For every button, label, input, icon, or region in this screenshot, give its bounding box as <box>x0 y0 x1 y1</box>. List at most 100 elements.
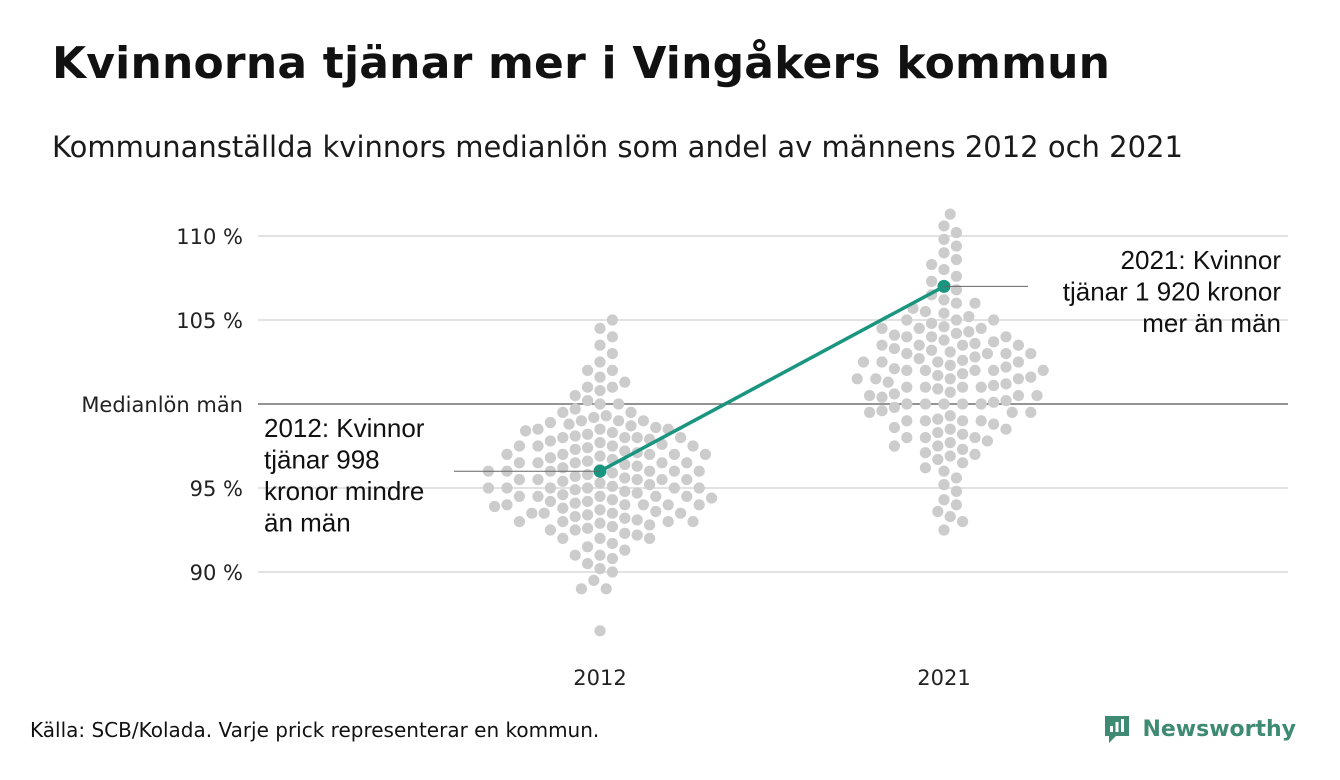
swarm-dot <box>888 440 901 452</box>
swarm-dot <box>532 423 544 435</box>
swarm-dot <box>594 625 606 637</box>
swarm-dot <box>544 452 557 464</box>
swarm-dot <box>513 474 526 486</box>
swarm-dot <box>901 432 913 444</box>
swarm-dot <box>625 406 637 418</box>
swarm-dot <box>963 311 975 323</box>
swarm-dot <box>569 403 581 415</box>
swarm-dot <box>588 411 600 424</box>
swarm-dot <box>932 453 944 466</box>
swarm-dot <box>582 495 594 508</box>
swarm-dot <box>637 415 650 427</box>
swarm-dot <box>532 457 544 469</box>
brand-logo[interactable]: Newsworthy <box>1102 713 1296 745</box>
swarm-dot <box>619 445 631 457</box>
swarm-dots <box>482 208 1049 637</box>
swarm-dot <box>544 435 557 447</box>
swarm-dot <box>588 574 600 587</box>
swarm-dot <box>557 516 569 528</box>
swarm-dot <box>594 423 606 435</box>
swarm-dot <box>582 381 594 393</box>
swarm-dot <box>1025 348 1037 360</box>
swarm-dot <box>938 465 950 477</box>
swarm-dot <box>901 331 913 343</box>
y-tick-label: 110 % <box>176 225 243 249</box>
swarm-dot <box>501 499 513 511</box>
swarm-dot <box>944 423 956 435</box>
swarm-dot <box>901 415 913 427</box>
swarm-dot <box>888 329 901 341</box>
swarm-dot <box>919 364 932 376</box>
swarm-dot <box>606 331 619 343</box>
swarm-dot <box>644 465 656 477</box>
swarm-dot <box>662 516 674 528</box>
swarm-dot <box>513 516 526 528</box>
swarm-dot <box>594 563 606 575</box>
swarm-dot <box>582 509 594 521</box>
swarm-dot <box>913 353 925 365</box>
swarm-dot <box>619 432 631 444</box>
swarm-dot <box>544 524 557 536</box>
swarm-dot <box>969 351 981 363</box>
swarm-dot <box>938 233 950 245</box>
swarm-dot <box>557 502 569 514</box>
swarm-dot <box>668 465 681 477</box>
swarm-dot <box>950 284 963 296</box>
swarm-dot <box>606 426 619 439</box>
swarm-dot <box>606 552 619 565</box>
swarm-dot <box>582 442 594 454</box>
swarm-dot <box>1012 373 1024 385</box>
swarm-dot <box>1000 423 1012 435</box>
swarm-dot <box>913 322 925 334</box>
swarm-dot <box>569 430 581 442</box>
swarm-dot <box>957 339 969 351</box>
swarm-dot <box>575 415 588 427</box>
swarm-dot <box>913 339 925 351</box>
swarm-dot <box>606 364 619 376</box>
swarm-dot <box>864 390 876 402</box>
swarm-dot <box>932 505 944 518</box>
swarm-dot <box>888 388 901 400</box>
swarm-dot <box>532 440 544 452</box>
swarm-dot <box>569 390 581 402</box>
swarm-dot <box>668 482 681 494</box>
swarm-dot <box>594 517 606 529</box>
swarm-dot <box>582 482 594 494</box>
swarm-dot <box>569 484 581 496</box>
y-tick-label: 95 % <box>190 477 243 501</box>
swarm-dot <box>656 438 668 450</box>
swarm-dot <box>975 398 987 410</box>
swarm-dot <box>594 384 606 397</box>
swarm-dot <box>938 264 950 276</box>
swarm-dot <box>532 474 544 486</box>
swarm-dot <box>606 440 619 452</box>
swarm-dot <box>582 541 594 553</box>
swarm-dot <box>662 499 674 511</box>
swarm-dot <box>926 275 938 287</box>
swarm-dot <box>938 334 950 346</box>
swarm-dot <box>901 364 913 376</box>
swarm-dot <box>926 317 938 329</box>
swarm-dot <box>950 227 963 239</box>
swarm-dot <box>938 494 950 506</box>
swarm-dot <box>569 524 581 536</box>
swarm-dot <box>594 477 606 489</box>
swarm-dot <box>644 532 656 545</box>
swarm-dot <box>932 369 944 382</box>
swarm-dot <box>699 448 712 460</box>
swarm-dot <box>582 428 594 440</box>
swarm-dot <box>513 457 526 469</box>
swarm-dot <box>901 348 913 360</box>
swarm-dot <box>606 566 619 578</box>
swarm-dot <box>944 386 956 398</box>
swarm-dot <box>901 398 913 410</box>
swarm-dot <box>932 413 944 425</box>
swarm-dot <box>557 462 569 474</box>
swarm-dot <box>957 516 969 528</box>
swarm-dot <box>644 479 656 491</box>
swarm-dot <box>513 440 526 452</box>
swarm-dot <box>656 474 668 486</box>
swarm-dot <box>876 405 888 417</box>
swarm-dot <box>619 472 631 484</box>
swarm-dot <box>631 514 643 526</box>
